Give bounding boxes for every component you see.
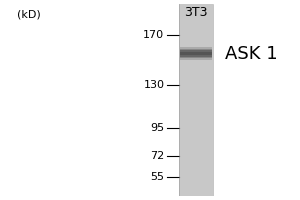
Text: (kD): (kD) [17,10,41,20]
Text: 55: 55 [150,172,164,182]
Bar [180,47,212,49]
Bar [180,54,212,55]
Text: ASK 1: ASK 1 [225,45,278,63]
Bar [180,50,212,52]
Bar [179,4,213,196]
Text: 72: 72 [150,151,164,161]
Text: 170: 170 [143,30,164,40]
Bar [180,58,212,60]
Text: 130: 130 [143,80,164,90]
Bar [180,49,212,50]
Bar [180,57,212,58]
Text: 95: 95 [150,123,164,133]
Bar [180,55,212,57]
Bar [180,52,212,54]
Text: 3T3: 3T3 [184,6,208,19]
